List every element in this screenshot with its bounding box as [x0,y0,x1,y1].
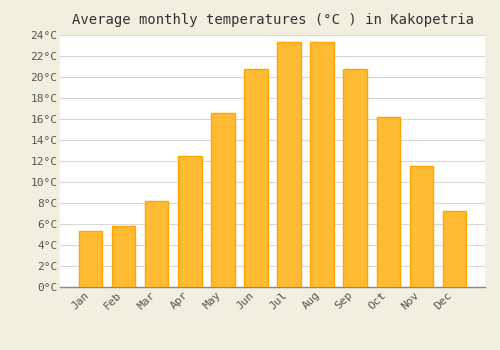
Bar [178,156,202,287]
Title: Average monthly temperatures (°C ) in Kakopetria: Average monthly temperatures (°C ) in Ka… [72,13,473,27]
Bar [310,42,334,287]
Bar [278,42,300,287]
Bar [244,69,268,287]
Bar [410,166,432,287]
Bar [146,201,169,287]
Bar [80,231,102,287]
Bar [442,211,466,287]
Bar [376,117,400,287]
Bar [112,226,136,287]
Bar [212,113,234,287]
Bar [344,69,366,287]
